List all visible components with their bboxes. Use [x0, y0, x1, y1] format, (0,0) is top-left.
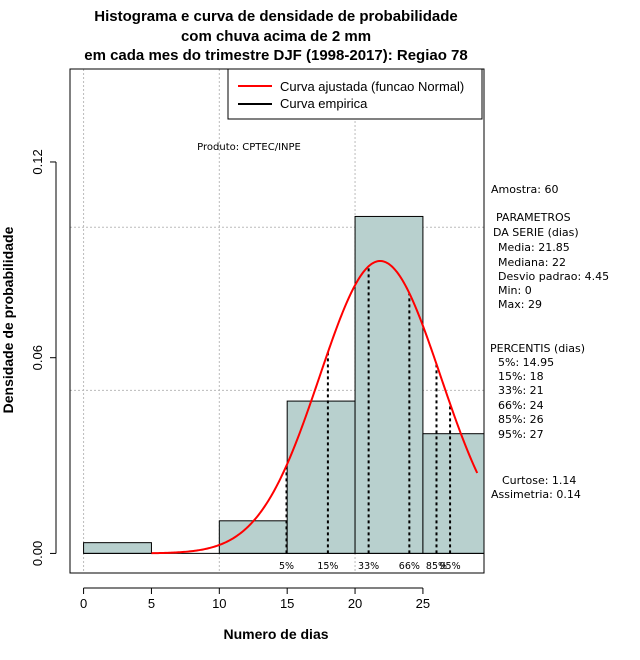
legend-label-curve: Curva ajustada (funcao Normal) — [280, 79, 464, 94]
amostra-text: Amostra: 60 — [491, 183, 558, 196]
histogram-bar — [286, 400, 356, 554]
percentile-label: 5% — [279, 561, 294, 572]
histogram-bar — [83, 542, 152, 554]
x-tick-label: 20 — [348, 596, 362, 611]
assimetria-text: Assimetria: 0.14 — [491, 488, 581, 501]
x-tick-label: 15 — [280, 596, 294, 611]
legend: Curva ajustada (funcao Normal) Curva emp… — [227, 68, 483, 120]
max-text: Max: 29 — [498, 298, 542, 311]
x-tick-label: 25 — [416, 596, 430, 611]
y-axis: 0.00 0.06 0.12 — [30, 149, 57, 566]
chart-title-line-1: Histograma e curva de densidade de proba… — [94, 8, 457, 25]
normal-density-curve — [151, 260, 479, 555]
legend-box — [227, 68, 483, 120]
x-tick-label: 5 — [148, 596, 155, 611]
mediana-text: Mediana: 22 — [498, 256, 566, 269]
x-tick-label: 10 — [212, 596, 226, 611]
histogram-bar — [422, 433, 485, 554]
params-title-1: PARAMETROS — [496, 211, 571, 224]
p5-text: 5%: 14.95 — [498, 356, 554, 369]
percentile-label: 85% — [426, 561, 447, 572]
histogram-bars — [83, 215, 485, 554]
legend-label-empirical: Curva empirica — [280, 96, 368, 111]
p66-text: 66%: 24 — [498, 399, 544, 412]
p15-text: 15%: 18 — [498, 370, 544, 383]
y-axis-title: Densidade de probabilidade — [0, 226, 16, 413]
histogram-bar — [354, 215, 424, 554]
p95-text: 95%: 27 — [498, 428, 544, 441]
percentis-title: PERCENTIS (dias) — [490, 342, 585, 355]
min-text: Min: 0 — [498, 284, 532, 297]
x-tick-label: 0 — [80, 596, 87, 611]
percentile-label: 66% — [399, 561, 420, 572]
percentile-label: 95% — [440, 561, 461, 572]
x-axis: 0 5 10 15 20 25 — [80, 587, 430, 611]
percentile-label: 33% — [358, 561, 379, 572]
curtose-text: Curtose: 1.14 — [502, 474, 576, 487]
chart-title-line-3: em cada mes do trimestre DJF (1998-2017)… — [84, 47, 468, 64]
p33-text: 33%: 21 — [498, 384, 544, 397]
y-tick-label: 0.06 — [30, 345, 45, 370]
media-text: Media: 21.85 — [498, 241, 570, 254]
desvio-text: Desvio padrao: 4.45 — [498, 270, 609, 283]
histogram-bar — [218, 520, 288, 554]
percentile-lines: 5% 15% 33% 66% 85%95% — [279, 266, 461, 572]
p85-text: 85%: 26 — [498, 413, 544, 426]
y-tick-label: 0.12 — [30, 149, 45, 174]
side-panel-statistics: Amostra: 60 PARAMETROS DA SERIE (dias) M… — [490, 183, 609, 501]
params-title-2: DA SERIE (dias) — [493, 226, 579, 239]
product-label: Produto: CPTEC/INPE — [197, 142, 301, 153]
percentile-label: 15% — [317, 561, 338, 572]
chart-title-line-2: com chuva acima de 2 mm — [181, 28, 371, 45]
x-axis-title: Numero de dias — [223, 626, 328, 642]
y-tick-label: 0.00 — [30, 541, 45, 566]
